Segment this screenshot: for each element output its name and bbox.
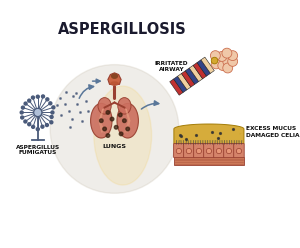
Circle shape — [20, 111, 23, 114]
Circle shape — [123, 119, 126, 123]
Polygon shape — [108, 73, 121, 84]
Polygon shape — [178, 73, 191, 90]
Polygon shape — [174, 76, 187, 93]
Circle shape — [32, 96, 34, 99]
FancyBboxPatch shape — [214, 144, 224, 158]
Circle shape — [226, 148, 232, 154]
Ellipse shape — [111, 82, 118, 85]
Circle shape — [50, 121, 53, 124]
Circle shape — [211, 59, 221, 69]
Circle shape — [106, 111, 110, 114]
Polygon shape — [170, 79, 183, 95]
Circle shape — [36, 95, 39, 98]
Circle shape — [103, 127, 106, 131]
Circle shape — [46, 98, 49, 101]
Circle shape — [41, 95, 44, 98]
Text: LUNGS: LUNGS — [103, 144, 127, 149]
Circle shape — [24, 102, 27, 105]
Circle shape — [217, 52, 227, 62]
Text: ASPERGILLOSIS: ASPERGILLOSIS — [58, 23, 187, 37]
Circle shape — [119, 132, 123, 136]
Polygon shape — [174, 157, 244, 165]
Circle shape — [34, 108, 42, 117]
Text: EXCESS MUCUS: EXCESS MUCUS — [240, 126, 297, 134]
Circle shape — [50, 116, 53, 118]
Circle shape — [28, 99, 31, 102]
Polygon shape — [197, 60, 210, 76]
Circle shape — [126, 127, 130, 131]
Ellipse shape — [117, 103, 138, 138]
Text: DAMAGED CELIA: DAMAGED CELIA — [238, 133, 300, 142]
Circle shape — [216, 148, 222, 154]
Circle shape — [32, 125, 34, 128]
FancyBboxPatch shape — [204, 144, 214, 158]
Polygon shape — [182, 71, 195, 87]
Ellipse shape — [94, 86, 152, 185]
Circle shape — [176, 148, 182, 154]
Circle shape — [41, 125, 44, 128]
Circle shape — [36, 128, 39, 131]
Circle shape — [110, 117, 114, 121]
Circle shape — [28, 123, 31, 126]
Circle shape — [100, 119, 103, 123]
FancyBboxPatch shape — [234, 144, 244, 158]
Circle shape — [51, 111, 54, 114]
FancyBboxPatch shape — [174, 144, 184, 158]
Text: IRRITATED
AIRWAY: IRRITATED AIRWAY — [155, 61, 188, 72]
Circle shape — [218, 61, 228, 70]
Polygon shape — [185, 68, 199, 84]
Circle shape — [186, 148, 191, 154]
Circle shape — [21, 106, 24, 109]
Ellipse shape — [118, 98, 131, 114]
Ellipse shape — [98, 98, 111, 114]
Polygon shape — [193, 62, 206, 79]
Circle shape — [52, 106, 55, 109]
Circle shape — [118, 113, 122, 117]
FancyBboxPatch shape — [184, 144, 194, 158]
Polygon shape — [174, 124, 244, 144]
Circle shape — [211, 57, 218, 64]
Circle shape — [50, 65, 179, 193]
Circle shape — [24, 120, 27, 123]
Circle shape — [223, 57, 233, 66]
Circle shape — [228, 57, 238, 66]
Ellipse shape — [91, 103, 112, 138]
Circle shape — [114, 125, 118, 129]
Text: ASPERGILLUS
FUMIGATUS: ASPERGILLUS FUMIGATUS — [16, 145, 60, 155]
FancyBboxPatch shape — [194, 144, 204, 158]
Circle shape — [49, 102, 52, 105]
Circle shape — [222, 48, 232, 58]
Circle shape — [21, 116, 24, 119]
Circle shape — [223, 63, 233, 73]
Ellipse shape — [112, 74, 117, 78]
Circle shape — [106, 134, 110, 137]
Polygon shape — [189, 65, 203, 82]
Polygon shape — [201, 57, 214, 73]
Circle shape — [228, 51, 238, 61]
FancyBboxPatch shape — [224, 144, 234, 158]
Circle shape — [210, 51, 220, 61]
Circle shape — [236, 148, 242, 154]
Circle shape — [206, 148, 211, 154]
Circle shape — [196, 148, 202, 154]
Circle shape — [46, 124, 48, 126]
